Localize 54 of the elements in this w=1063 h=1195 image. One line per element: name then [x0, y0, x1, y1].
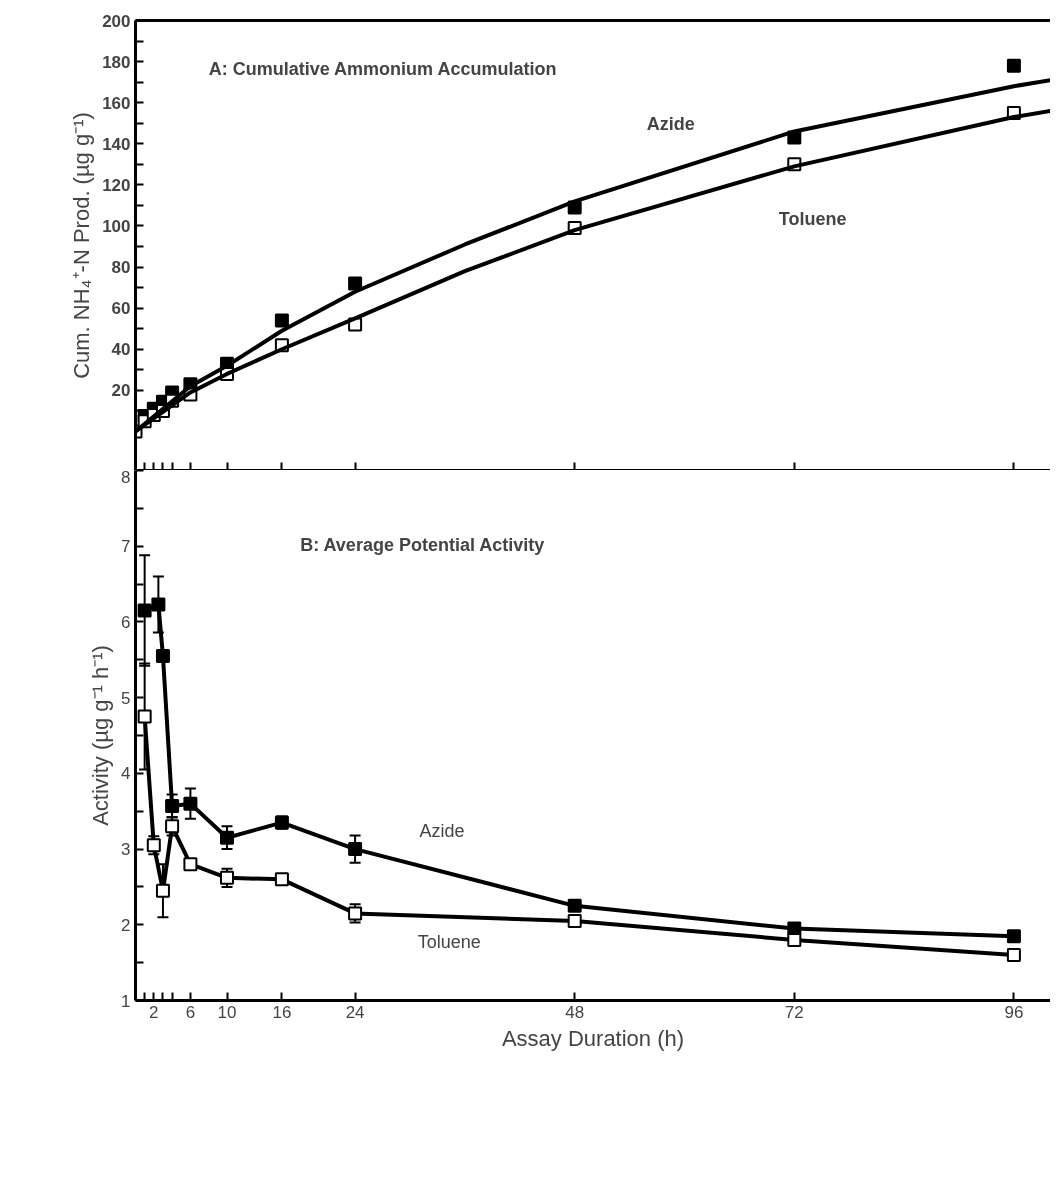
y-tick-label: 6 — [121, 612, 131, 632]
y-tick-label: 8 — [121, 467, 131, 487]
point — [567, 898, 582, 913]
y-tick-label: 60 — [111, 299, 131, 319]
point — [1006, 929, 1021, 944]
point — [1006, 948, 1021, 963]
annotation: Toluene — [778, 208, 847, 229]
point — [348, 842, 363, 857]
y-tick-label: 3 — [121, 840, 131, 860]
y-tick-label: 40 — [111, 340, 131, 360]
point — [274, 313, 289, 328]
y-tick-label: 7 — [121, 537, 131, 557]
point — [165, 798, 180, 813]
x-tick-label: 96 — [1004, 1002, 1024, 1022]
y-tick-label: 2 — [121, 915, 131, 935]
annotation: Toluene — [417, 932, 481, 953]
x-tick-label: 72 — [784, 1002, 804, 1022]
x-tick-label: 6 — [185, 1002, 196, 1022]
x-tick-label: 10 — [217, 1002, 237, 1022]
point — [348, 276, 363, 291]
annotation: Azide — [646, 114, 695, 134]
y-axis-title: Cum. NH₄⁺-N Prod. (µg g⁻¹) — [69, 112, 95, 379]
point — [137, 603, 152, 618]
y-axis-title: Activity (µg g⁻¹ h⁻¹) — [88, 645, 114, 826]
text: A: Cumulative Ammonium Accumulation — [208, 59, 557, 79]
point — [567, 914, 582, 928]
point — [137, 709, 152, 724]
x-tick-label: 16 — [272, 1002, 292, 1022]
point — [151, 597, 166, 612]
point — [183, 857, 198, 872]
point — [220, 830, 234, 845]
x-axis-title: Assay Duration (h) — [501, 1025, 685, 1051]
y-tick-label: 120 — [102, 175, 131, 195]
text: B: Average Potential Activity — [300, 535, 545, 556]
point — [183, 796, 198, 811]
annotation: Azide — [419, 820, 465, 841]
point — [1006, 58, 1021, 73]
point — [274, 872, 289, 887]
y-tick-label: 5 — [121, 688, 131, 708]
y-tick-label: 160 — [102, 93, 131, 113]
x-tick-label: 2 — [149, 1002, 159, 1022]
y-tick-label: 180 — [102, 52, 131, 72]
point — [155, 883, 170, 898]
y-tick-label: 4 — [121, 764, 131, 784]
y-tick-label: 20 — [111, 381, 131, 401]
point — [155, 649, 170, 663]
point — [787, 932, 802, 947]
y-tick-label: 140 — [102, 134, 131, 154]
y-tick-label: 100 — [102, 216, 131, 236]
y-tick-label: 200 — [102, 11, 131, 31]
x-tick-label: 24 — [345, 1002, 365, 1022]
x-tick-label: 48 — [565, 1002, 585, 1022]
y-tick-label: 80 — [111, 258, 131, 278]
y-tick-label: 1 — [121, 991, 131, 1011]
